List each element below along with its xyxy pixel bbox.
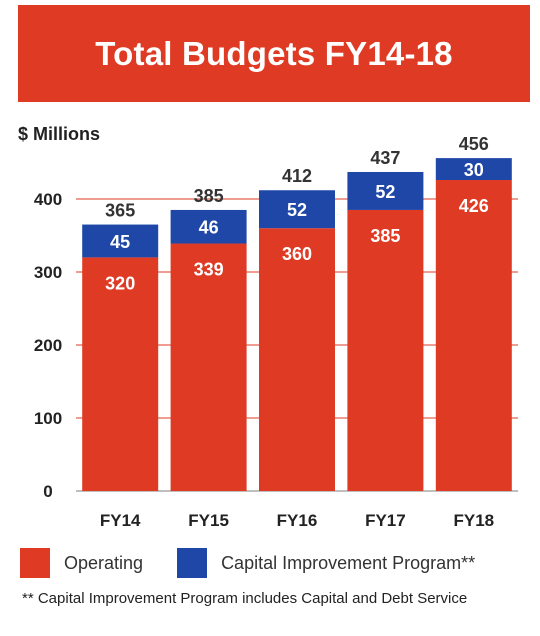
data-label-total-FY14: 365 <box>105 201 135 221</box>
x-tick-label-FY15: FY15 <box>188 511 229 530</box>
data-label-operating-FY16: 360 <box>282 244 312 264</box>
bar-operating-FY16 <box>259 228 335 491</box>
data-label-total-FY17: 437 <box>370 148 400 168</box>
y-axis-label: $ Millions <box>18 124 100 144</box>
footnote: ** Capital Improvement Program includes … <box>22 590 468 607</box>
bar-capital-FY16 <box>259 190 335 229</box>
bar-operating-FY14 <box>82 257 159 491</box>
x-tick-label-FY17: FY17 <box>365 511 406 530</box>
bar-capital-FY17 <box>347 171 424 210</box>
legend-label-capital: Capital Improvement Program** <box>221 552 476 573</box>
y-tick-label-300: 300 <box>34 263 62 282</box>
y-tick-label-100: 100 <box>34 409 62 428</box>
data-label-total-FY18: 456 <box>459 134 489 154</box>
bar-operating-FY17 <box>347 209 424 491</box>
data-label-capital-FY17: 52 <box>375 182 395 202</box>
data-label-capital-FY16: 52 <box>287 200 307 220</box>
data-label-operating-FY15: 339 <box>194 260 224 280</box>
legend-label-operating: Operating <box>64 552 144 573</box>
bar-operating-FY15 <box>170 243 247 491</box>
chart-title: Total Budgets FY14-18 <box>95 34 453 72</box>
data-label-operating-FY18: 426 <box>459 196 489 216</box>
data-label-operating-FY17: 385 <box>370 226 400 246</box>
y-tick-label-400: 400 <box>34 190 62 209</box>
y-tick-label-200: 200 <box>34 336 62 355</box>
stacked-bar-chart: $ Millions 0 100 200 300 400 320 45 365 FY14 339 46… <box>18 124 518 530</box>
legend-swatch-operating <box>20 548 50 578</box>
bar-operating-FY18 <box>435 180 512 491</box>
y-tick-label-0: 0 <box>43 482 52 501</box>
legend: Operating Capital Improvement Program** <box>20 546 530 580</box>
data-label-total-FY15: 385 <box>194 186 224 206</box>
title-banner: Total Budgets FY14-18 <box>18 5 530 102</box>
data-label-capital-FY15: 46 <box>199 218 219 238</box>
data-label-operating-FY14: 320 <box>105 273 135 293</box>
data-label-capital-FY18: 30 <box>464 160 484 180</box>
x-tick-label-FY18: FY18 <box>453 511 494 530</box>
data-label-total-FY16: 412 <box>282 166 312 186</box>
legend-item-capital: Capital Improvement Program** <box>177 548 475 578</box>
bar-capital-FY14 <box>82 224 159 258</box>
bar-capital-FY15 <box>170 209 247 244</box>
data-label-capital-FY14: 45 <box>110 232 130 252</box>
x-tick-label-FY14: FY14 <box>100 511 141 530</box>
x-tick-label-FY16: FY16 <box>277 511 318 530</box>
legend-item-operating: Operating <box>20 548 143 578</box>
legend-swatch-capital <box>177 548 208 578</box>
bar-capital-FY18 <box>435 158 512 181</box>
